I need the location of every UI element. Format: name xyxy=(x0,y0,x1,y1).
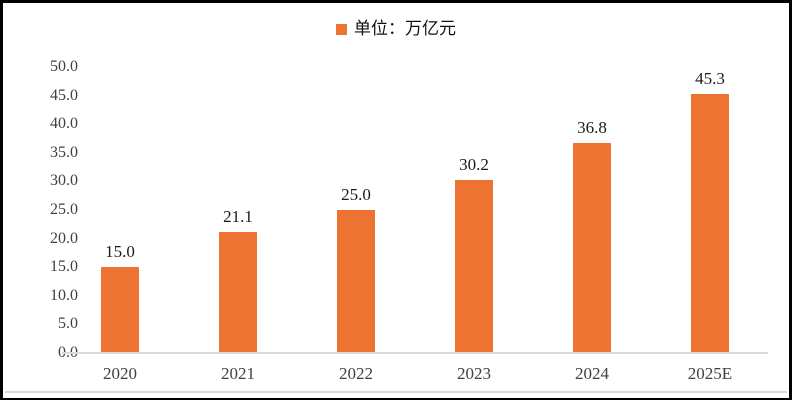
y-tick-label: 45.0 xyxy=(50,86,78,104)
x-axis-label: 2020 xyxy=(103,364,137,383)
data-label: 30.2 xyxy=(459,155,489,175)
bar xyxy=(455,180,493,353)
y-tick-label: 30.0 xyxy=(50,172,78,190)
y-tick-label: 40.0 xyxy=(50,115,78,133)
bar xyxy=(219,232,257,353)
y-tick-label: 25.0 xyxy=(50,201,78,218)
x-axis-label: 2021 xyxy=(221,364,255,383)
y-tick-label: 10.0 xyxy=(50,286,78,304)
x-axis-label: 2023 xyxy=(457,364,491,383)
data-label: 15.0 xyxy=(105,242,135,262)
data-label: 25.0 xyxy=(341,185,371,204)
x-axis-label: 2022 xyxy=(339,364,373,383)
x-axis-label: 2024 xyxy=(575,364,609,383)
data-label: 45.3 xyxy=(695,68,725,88)
bar xyxy=(101,267,139,353)
data-label: 21.1 xyxy=(223,207,253,227)
bar xyxy=(691,93,729,353)
bar xyxy=(573,142,611,353)
legend-label: 单位：万亿元 xyxy=(354,19,456,38)
y-tick-label: 35.0 xyxy=(50,143,78,161)
chart-legend: 单位：万亿元 xyxy=(0,19,792,39)
y-tick-label: 5.0 xyxy=(58,315,78,333)
legend-marker-icon xyxy=(336,23,347,35)
bottom-divider-line xyxy=(5,391,787,393)
x-axis-line xyxy=(62,352,768,354)
y-tick-label: 50.0 xyxy=(50,58,78,75)
bar xyxy=(337,210,375,353)
data-label: 36.8 xyxy=(577,117,607,137)
x-axis-label: 2025E xyxy=(687,364,733,383)
y-tick-label: 20.0 xyxy=(50,229,78,247)
y-tick-label: 15.0 xyxy=(50,258,78,276)
